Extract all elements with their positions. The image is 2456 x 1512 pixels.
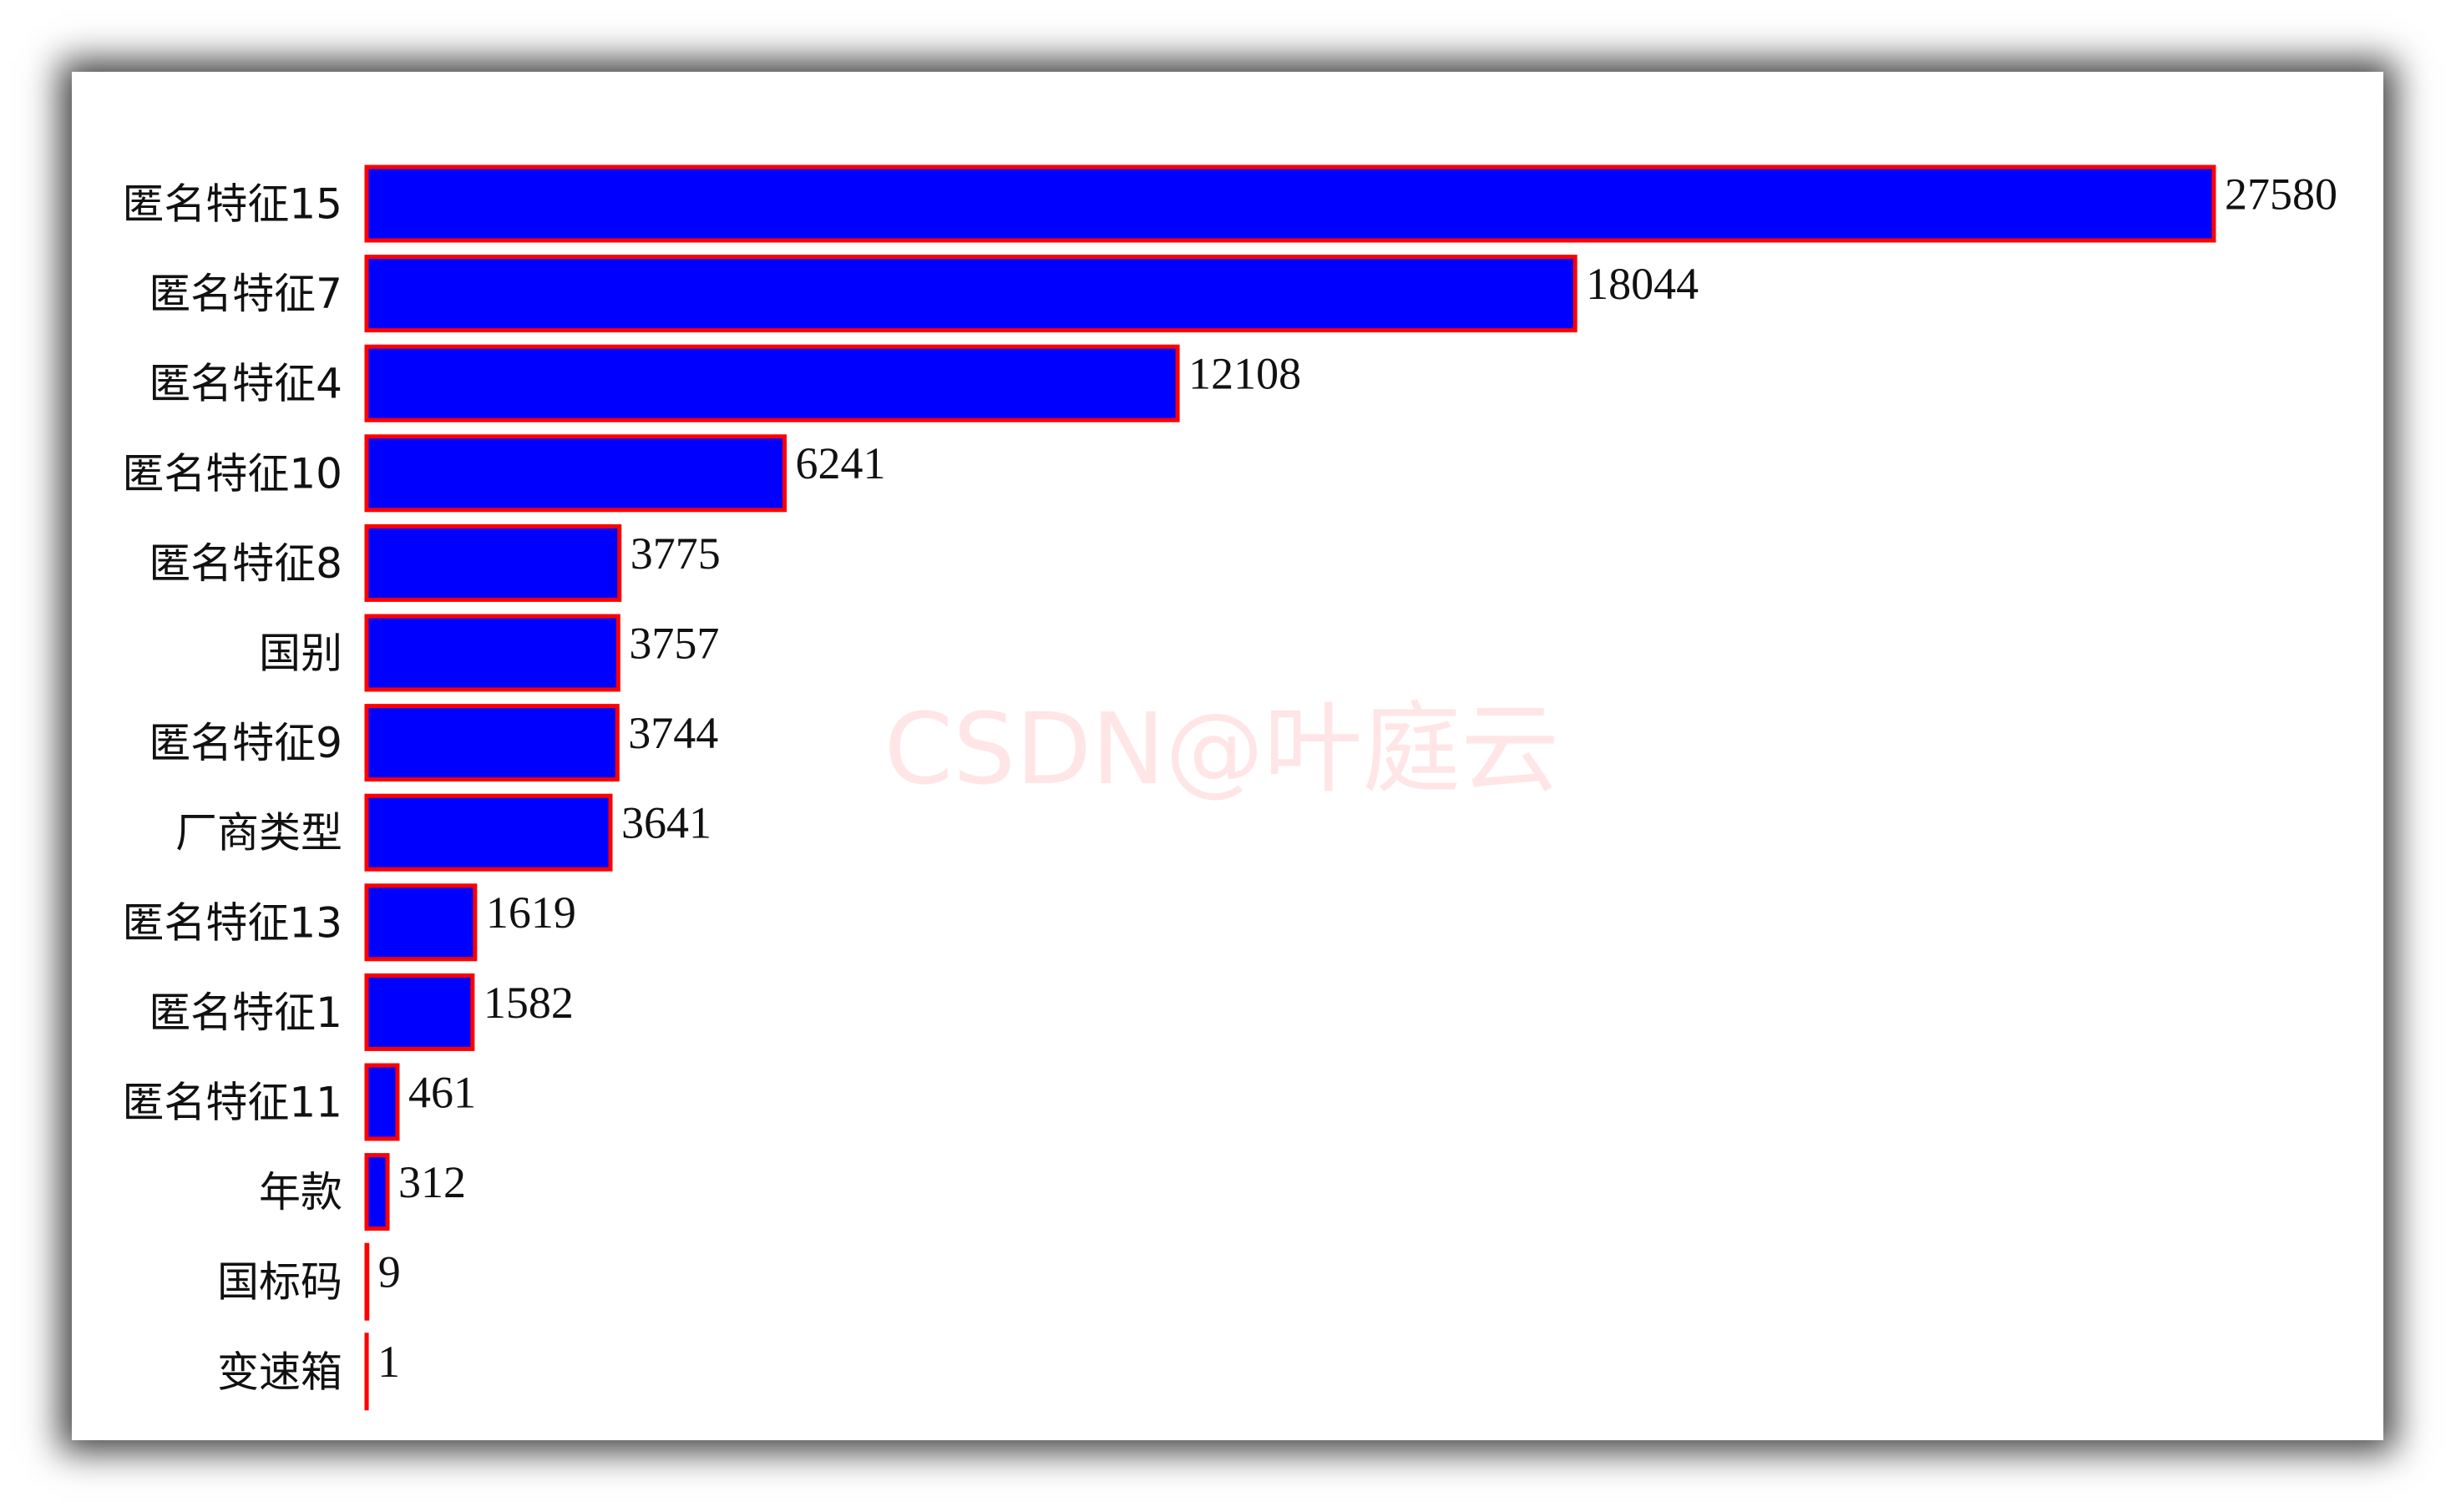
value-label: 1582 xyxy=(484,978,574,1028)
value-label: 3775 xyxy=(630,528,721,579)
watermark: CSDN@叶庭云 xyxy=(884,691,1559,807)
bar xyxy=(364,704,620,782)
value-label: 1619 xyxy=(486,887,576,938)
bar xyxy=(364,1063,400,1141)
category-label: 匿名特征4 xyxy=(149,360,342,408)
value-label: 18044 xyxy=(1586,259,1699,309)
category-label: 国别 xyxy=(259,630,342,678)
value-label: 3744 xyxy=(628,708,718,758)
value-label: 1 xyxy=(377,1337,400,1387)
category-label: 匿名特征11 xyxy=(122,1079,342,1127)
value-label: 12108 xyxy=(1188,349,1301,399)
category-label: 国标码 xyxy=(217,1258,342,1307)
bar xyxy=(364,614,620,692)
value-label: 312 xyxy=(398,1157,466,1207)
category-label: 匿名特征13 xyxy=(122,898,342,947)
bar xyxy=(364,883,478,962)
bar xyxy=(364,1153,390,1231)
category-label: 变速箱 xyxy=(217,1348,342,1396)
category-label: 匿名特征1 xyxy=(149,989,342,1037)
category-label: 厂商类型 xyxy=(175,809,342,857)
bar xyxy=(364,344,1180,422)
category-label: 匿名特征7 xyxy=(149,270,342,318)
bar xyxy=(364,164,2216,243)
value-label: 3641 xyxy=(621,798,711,848)
bar xyxy=(364,973,475,1051)
category-label: 匿名特征9 xyxy=(149,719,342,767)
bar xyxy=(364,434,787,513)
bar xyxy=(364,523,622,602)
bar xyxy=(364,255,1577,333)
value-label: 6241 xyxy=(796,438,886,488)
value-label: 9 xyxy=(378,1247,401,1297)
value-label: 461 xyxy=(408,1067,476,1117)
value-label: 27580 xyxy=(2225,169,2337,219)
category-label: 匿名特征15 xyxy=(122,180,342,229)
category-label: 匿名特征10 xyxy=(122,449,342,498)
value-label: 3757 xyxy=(629,618,719,668)
category-label: 年款 xyxy=(259,1168,342,1216)
bar xyxy=(364,793,613,872)
category-label: 匿名特征8 xyxy=(149,539,342,588)
